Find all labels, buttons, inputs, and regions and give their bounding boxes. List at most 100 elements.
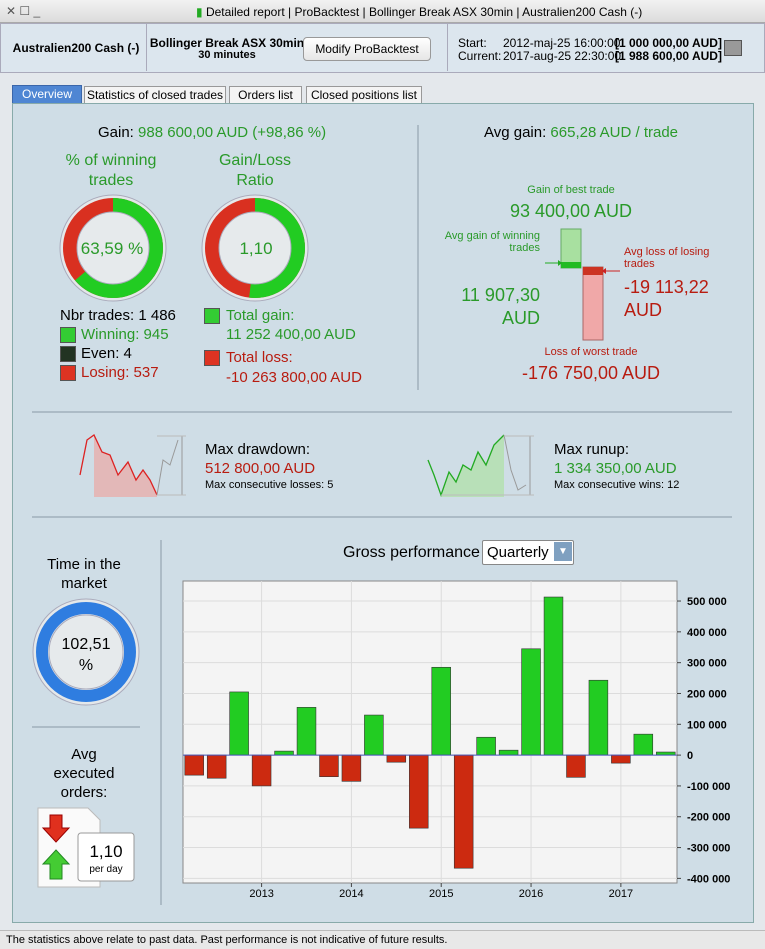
header-divider	[447, 24, 448, 71]
y-tick-label: 300 000	[687, 658, 727, 670]
avg-loss-label: Avg loss of losing trades	[624, 246, 710, 270]
timeframe: 30 minutes	[198, 49, 256, 61]
trade-bars	[545, 228, 620, 341]
worst-trade-label: Loss of worst trade	[544, 346, 638, 358]
bar	[611, 754, 631, 764]
y-tick-label: 400 000	[687, 627, 727, 639]
bar	[431, 666, 451, 756]
modify-button[interactable]: Modify ProBacktest	[303, 37, 431, 61]
winning-ring	[59, 194, 167, 302]
y-tick-label: -100 000	[687, 781, 730, 793]
window-controls[interactable]: ✕ ☐ _	[6, 4, 41, 18]
title-part: ProBacktest	[294, 5, 360, 19]
gain-label: Gain:	[98, 124, 134, 141]
avg-win-label: Avg gain of winning trades	[444, 230, 540, 254]
bar	[319, 754, 339, 777]
runup-detail: Max consecutive wins: 12	[554, 479, 680, 491]
trades-even: Even: 4	[81, 345, 132, 362]
loss-swatch	[204, 350, 220, 366]
losing-swatch	[60, 365, 76, 381]
print-icon[interactable]	[724, 40, 742, 56]
window-title: ▮ Detailed report | ProBacktest | Bollin…	[196, 5, 643, 19]
start-capital: [1 000 000,00 AUD]	[615, 36, 722, 50]
bar	[588, 679, 609, 756]
current-label: Current:	[458, 49, 502, 63]
y-tick-label: 0	[687, 750, 693, 762]
x-tick-label: 2016	[519, 888, 543, 900]
orders-label: Avg executed orders:	[53, 746, 115, 801]
chart-title: Gross performance	[343, 544, 480, 561]
footer-bar	[0, 930, 765, 949]
tab[interactable]: Orders list	[229, 86, 302, 104]
avg-loss-value: -19 113,22 AUD	[624, 277, 709, 320]
total-gain: 11 252 400,00 AUD	[226, 326, 356, 343]
start-date: 2012-maj-25 16:00:00	[503, 36, 621, 50]
x-tick-label: 2015	[429, 888, 453, 900]
orders-unit: per day	[89, 864, 123, 875]
bar	[409, 754, 429, 829]
bar	[566, 754, 586, 778]
bar	[386, 754, 407, 763]
gain: Gain: 988 600,00 AUD (+98,86 %)	[98, 124, 326, 141]
total-gain-label: Total gain:	[226, 307, 295, 324]
instrument: Australien200 Cash (-)	[12, 41, 140, 55]
bar	[274, 750, 294, 756]
title-bar	[0, 0, 765, 23]
bar	[476, 736, 496, 756]
even-swatch	[60, 346, 76, 362]
current-capital: [1 988 600,00 AUD]	[615, 49, 722, 63]
y-tick-label: 100 000	[687, 719, 727, 731]
bar	[296, 707, 317, 756]
x-tick-label: 2014	[339, 888, 363, 900]
gain-value: 988 600,00 AUD (+98,86 %)	[138, 124, 327, 141]
market-ring	[32, 598, 140, 706]
market-value: 102,51 %	[61, 636, 111, 674]
drawdown-detail: Max consecutive losses: 5	[205, 479, 334, 491]
bar	[521, 648, 541, 756]
y-tick-label: 500 000	[687, 596, 727, 608]
avg-win-value: 11 907,30 AUD	[461, 285, 540, 328]
trades-total: Nbr trades: 1 486	[60, 307, 176, 324]
winning-swatch	[60, 327, 76, 343]
ratio-title: Gain/Loss Ratio	[218, 152, 292, 189]
runup-label: Max runup:	[554, 441, 630, 458]
bar	[184, 754, 204, 776]
current-date: 2017-aug-25 22:30:00	[503, 49, 622, 63]
title-part: Australien200 Cash (-)	[522, 5, 643, 19]
best-trade-value: 93 400,00 AUD	[509, 201, 633, 221]
drawdown-value: 512 800,00 AUD	[205, 460, 316, 477]
ratio-ring	[201, 194, 309, 302]
start-label: Start:	[458, 36, 487, 50]
ratio-value: 1,10	[239, 239, 273, 258]
system-name: Bollinger Break ASX 30min	[149, 36, 305, 50]
bar	[251, 754, 272, 787]
bar	[206, 754, 227, 779]
period-value: Quarterly	[487, 544, 549, 561]
orders-value: 1,10	[89, 842, 123, 861]
y-tick-label: -200 000	[687, 812, 730, 824]
best-trade-label: Gain of best trade	[527, 184, 615, 196]
market-label: Time in the market	[47, 556, 121, 592]
total-loss: -10 263 800,00 AUD	[226, 369, 362, 386]
winning-value: 63,59 %	[80, 239, 144, 258]
total-loss-label: Total loss:	[226, 349, 293, 366]
drawdown-sparkline	[79, 434, 186, 497]
dropdown-arrow[interactable]: ▼	[554, 542, 572, 561]
orders-icon	[37, 807, 135, 888]
avg-gain: Avg gain: 665,28 AUD / trade	[484, 124, 678, 141]
footer-note: The statistics above relate to past data…	[6, 934, 448, 946]
x-tick-label: 2013	[249, 888, 273, 900]
avg-gain-label: Avg gain:	[483, 124, 547, 141]
bar	[498, 749, 519, 756]
y-tick-label: -300 000	[687, 843, 730, 855]
worst-trade-value: -176 750,00 AUD	[521, 363, 661, 383]
trades-losing: Losing: 537	[81, 364, 159, 381]
header-divider	[146, 24, 147, 71]
period-select[interactable]: Quarterly ▼	[482, 540, 574, 565]
bar	[453, 754, 474, 869]
title-part: Bollinger Break ASX 30min	[368, 5, 514, 19]
runup-sparkline	[427, 434, 534, 497]
tab[interactable]: Closed positions list	[306, 86, 422, 104]
